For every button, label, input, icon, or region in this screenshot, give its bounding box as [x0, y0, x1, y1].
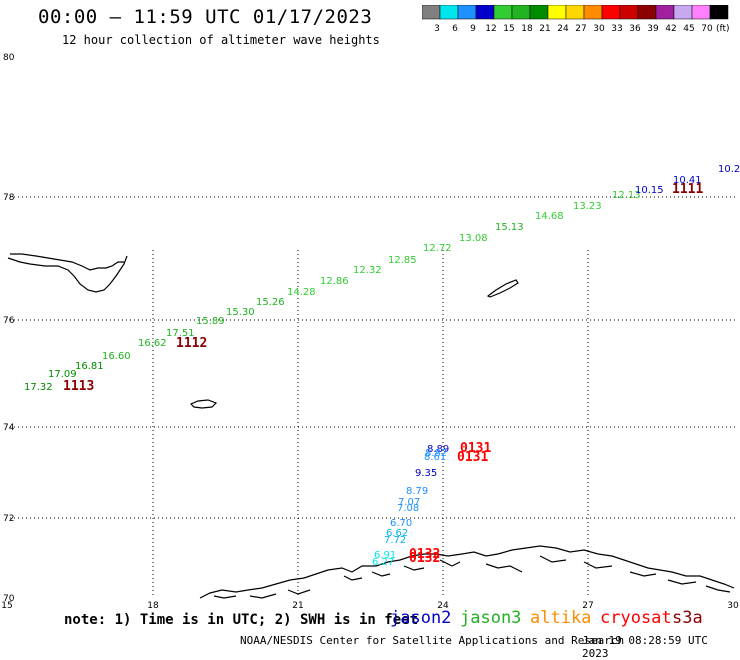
colorbar-tick-label: 45 [683, 24, 694, 34]
wave-height-label: 10.2 [718, 164, 740, 175]
wave-height-label: 8.82 [425, 448, 447, 459]
svalbard-coast [7, 253, 128, 293]
lon-tick-label: 21 [292, 601, 303, 610]
colorbar-tick-label: 18 [521, 24, 533, 34]
pass-time-label: 0131 [460, 441, 491, 456]
lon-tick-label: 27 [582, 601, 593, 610]
lon-tick-label: 18 [147, 601, 159, 610]
wave-height-label: 6.27 [372, 557, 394, 568]
wave-height-label: 6.91 [374, 550, 396, 561]
wave-height-label: 7.08 [397, 503, 419, 514]
colorbar-tick-label: 6 [452, 24, 458, 34]
colorbar-tick-label: 9 [470, 24, 476, 34]
colorbar-tick-label: 33 [611, 24, 622, 34]
footer-credit: NOAA/NESDIS Center for Satellite Applica… [240, 634, 625, 647]
colorbar-tick-label: 70 [701, 24, 713, 34]
legend-altika: altika [530, 608, 592, 628]
legend-cryosat: cryosat [600, 608, 672, 628]
norway-coast [199, 545, 735, 599]
map-title: 00:00 – 11:59 UTC 01/17/2023 [38, 6, 373, 28]
wave-height-label: 14.28 [287, 287, 316, 298]
wave-height-label: 6.70 [390, 518, 412, 529]
colorbar-tick-label: 15 [503, 24, 514, 34]
hopen-coast [486, 279, 519, 298]
lat-tick-label: 76 [3, 316, 15, 326]
lat-tick-label: 72 [3, 514, 14, 524]
colorbar-tick-label: 3 [434, 24, 440, 34]
wave-height-label: 7.72 [384, 535, 406, 546]
wave-height-label: 12.85 [388, 255, 417, 266]
colorbar-tick-label: 27 [575, 24, 586, 34]
wave-height-label: 12.32 [353, 265, 382, 276]
wave-height-label: 8.79 [406, 486, 428, 497]
bear-island-coast [189, 399, 218, 409]
lat-tick-label: 74 [3, 423, 15, 433]
legend-s3a: s3a [672, 608, 703, 628]
colorbar-tick-label: 42 [665, 24, 676, 34]
legend-jason2: jason2 [390, 608, 452, 628]
wave-height-label: 9.35 [415, 468, 437, 479]
wave-height-label: 17.32 [24, 382, 53, 393]
colorbar-swatch [709, 5, 729, 20]
wave-height-label: 17.51 [166, 328, 195, 339]
pass-time-label: 0131 [457, 450, 488, 465]
wave-height-label: 17.09 [48, 369, 77, 380]
pass-time-label: 1113 [63, 379, 94, 394]
lon-tick-label: 24 [437, 601, 449, 610]
lat-tick-label: 78 [3, 193, 15, 203]
wave-height-label: 13.08 [459, 233, 488, 244]
wave-height-label: 12.72 [423, 243, 452, 254]
observations-track-south: 8.898.828.61 9.35 8.797.077.08 6.706.627.72… [372, 444, 449, 568]
colorbar-unit: (ft) [716, 24, 730, 34]
lat-tick-label: 80 [3, 53, 15, 63]
wave-height-label: 16.62 [138, 338, 167, 349]
wave-height-label: 14.68 [535, 211, 564, 222]
units-note: note: 1) Time is in UTC; 2) SWH is in fe… [64, 612, 419, 628]
colorbar-tick-label: 30 [593, 24, 605, 34]
coastline [7, 253, 735, 599]
lat-tick-label: 70 [3, 594, 15, 604]
wave-height-label: 10.15 [635, 185, 664, 196]
wave-height-label: 15.89 [196, 316, 225, 327]
wave-height-label: 15.13 [495, 222, 524, 233]
coast-islands [213, 555, 731, 599]
wave-height-label: 16.81 [75, 361, 104, 372]
wave-height-label: 12.13 [612, 190, 641, 201]
colorbar-tick-label: 21 [539, 24, 550, 34]
wave-height-colorbar: 3 6 9 12 15 18 21 24 27 30 33 36 39 42 45 70 (ft) [422, 5, 730, 34]
map-subtitle: 12 hour collection of altimeter wave hei… [62, 33, 380, 47]
colorbar-tick-label: 36 [629, 24, 641, 34]
pass-time-label: 0132 [409, 551, 440, 566]
lon-tick-label: 30 [727, 601, 739, 610]
wave-height-label: 12.86 [320, 276, 349, 287]
wave-height-label: 6.62 [386, 528, 408, 539]
wave-height-label: 13.23 [573, 201, 602, 212]
wave-height-label: 8.61 [424, 452, 446, 463]
pass-time-label: 1112 [176, 336, 207, 351]
footer-timestamp: Jan 19 08:28:59 UTC 2023 [582, 634, 708, 660]
wave-height-label: 10.41 [673, 175, 702, 186]
pass-time-label: 1111 [672, 182, 703, 197]
wave-height-label: 8.89 [427, 444, 449, 455]
wave-height-label: 16.60 [102, 351, 131, 362]
colorbar-tick-label: 24 [557, 24, 569, 34]
colorbar-tick-label: 12 [485, 24, 496, 34]
wave-height-label: 7.07 [398, 497, 420, 508]
wave-height-label: 15.26 [256, 297, 285, 308]
legend-jason3: jason3 [460, 608, 522, 628]
lon-tick-label: 15 [1, 601, 12, 610]
wave-height-label: 15.30 [226, 307, 255, 318]
pass-time-label: 0132 [409, 547, 440, 562]
lat-lon-grid [10, 196, 735, 598]
colorbar-tick-label: 39 [647, 24, 659, 34]
